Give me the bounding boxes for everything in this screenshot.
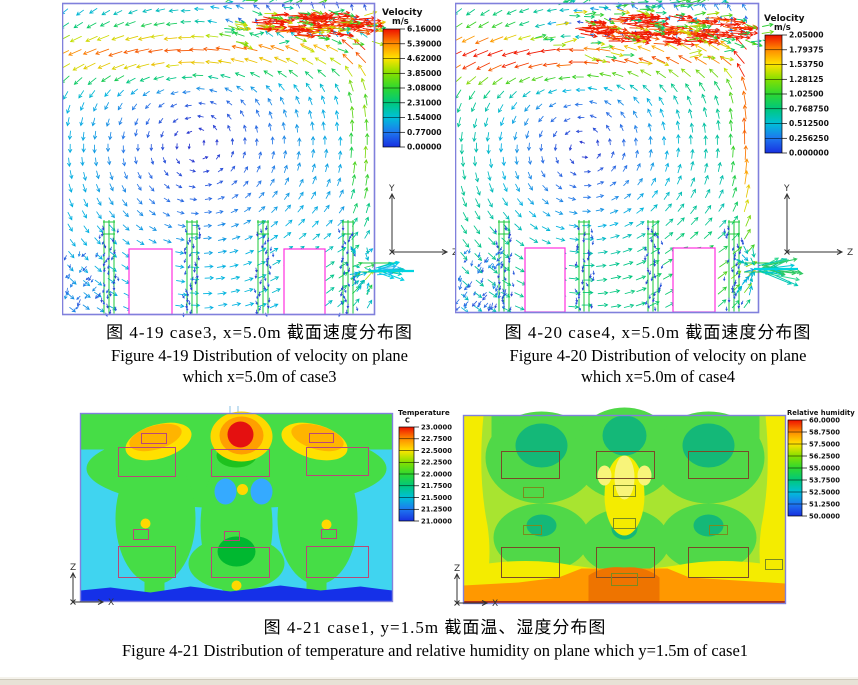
svg-text:22.5000: 22.5000	[421, 447, 452, 455]
svg-text:0.00000: 0.00000	[407, 143, 442, 152]
caption-fig-4-21: 图 4-21 case1, y=1.5m 截面温、湿度分布图 Figure 4-…	[30, 616, 840, 661]
svg-text:22.2500: 22.2500	[421, 459, 452, 467]
svg-text:0.000000: 0.000000	[789, 149, 829, 158]
svg-text:1.53750: 1.53750	[789, 60, 824, 69]
svg-text:Relative humidity: Relative humidity	[787, 409, 855, 417]
svg-text:X: X	[492, 599, 498, 609]
svg-text:22.0000: 22.0000	[421, 470, 452, 478]
caption-fig-4-20: 图 4-20 case4, x=5.0m 截面速度分布图 Figure 4-20…	[460, 321, 856, 387]
window-bottom-strip	[0, 679, 858, 685]
svg-text:Velocity: Velocity	[382, 8, 423, 18]
svg-text:Z: Z	[454, 564, 460, 574]
svg-text:55.0000: 55.0000	[809, 464, 840, 472]
svg-text:Y: Y	[783, 184, 790, 194]
svg-text:m/s: m/s	[774, 22, 791, 32]
caption-fig-4-19-zh: 图 4-19 case3, x=5.0m 截面速度分布图	[106, 323, 413, 342]
svg-text:23.0000: 23.0000	[421, 423, 452, 431]
svg-text:m/s: m/s	[392, 16, 409, 26]
caption-fig-4-19-en1: Figure 4-19 Distribution of velocity on …	[111, 346, 408, 365]
svg-text:2.05000: 2.05000	[789, 31, 824, 40]
svg-text:X: X	[108, 598, 114, 608]
svg-text:50.0000: 50.0000	[809, 512, 840, 520]
svg-text:3.85000: 3.85000	[407, 69, 442, 78]
svg-text:Velocity: Velocity	[764, 14, 805, 24]
svg-text:60.0000: 60.0000	[809, 416, 840, 424]
svg-text:5.39000: 5.39000	[407, 40, 442, 49]
caption-fig-4-19: 图 4-19 case3, x=5.0m 截面速度分布图 Figure 4-19…	[62, 321, 457, 387]
svg-text:21.7500: 21.7500	[421, 482, 452, 490]
svg-text:Y: Y	[388, 184, 395, 194]
svg-text:0.768750: 0.768750	[789, 105, 829, 114]
svg-text:6.16000: 6.16000	[407, 25, 442, 34]
svg-text:22.7500: 22.7500	[421, 435, 452, 443]
temperature-contour-plot: ZX	[70, 406, 394, 608]
svg-text:0.256250: 0.256250	[789, 134, 829, 143]
svg-text:53.7500: 53.7500	[809, 476, 840, 484]
svg-text:21.2500: 21.2500	[421, 506, 452, 514]
svg-text:Z: Z	[847, 248, 853, 258]
caption-fig-4-21-zh: 图 4-21 case1, y=1.5m 截面温、湿度分布图	[263, 618, 607, 637]
caption-fig-4-20-en1: Figure 4-20 Distribution of velocity on …	[509, 346, 807, 365]
svg-text:21.0000: 21.0000	[421, 517, 452, 525]
svg-text:C: C	[405, 417, 410, 425]
svg-text:1.54000: 1.54000	[407, 113, 442, 122]
svg-text:52.5000: 52.5000	[809, 488, 840, 496]
caption-fig-4-20-zh: 图 4-20 case4, x=5.0m 截面速度分布图	[504, 323, 812, 342]
svg-text:Temperature: Temperature	[398, 408, 450, 417]
caption-fig-4-21-en: Figure 4-21 Distribution of temperature …	[121, 641, 749, 660]
svg-text:58.7500: 58.7500	[809, 428, 840, 436]
humidity-contour-plot: ZX	[454, 407, 787, 609]
svg-text:0.77000: 0.77000	[407, 128, 442, 137]
velocity-vector-plot-case3: YZ	[62, 0, 455, 318]
svg-text:3.08000: 3.08000	[407, 84, 442, 93]
svg-text:1.79375: 1.79375	[789, 46, 824, 55]
svg-text:Z: Z	[70, 563, 76, 573]
velocity-vector-plot-case4: YZ	[455, 0, 853, 314]
caption-fig-4-19-en2: which x=5.0m of case3	[182, 367, 337, 386]
svg-text:2.31000: 2.31000	[407, 99, 442, 108]
svg-text:Z: Z	[452, 248, 455, 258]
window-edge-highlight	[0, 677, 858, 679]
svg-text:1.28125: 1.28125	[789, 75, 824, 84]
svg-text:56.2500: 56.2500	[809, 452, 840, 460]
svg-text:57.5000: 57.5000	[809, 440, 840, 448]
svg-text:1.02500: 1.02500	[789, 90, 824, 99]
svg-text:4.62000: 4.62000	[407, 54, 442, 63]
svg-text:51.2500: 51.2500	[809, 500, 840, 508]
svg-text:0.512500: 0.512500	[789, 119, 829, 128]
caption-fig-4-20-en2: which x=5.0m of case4	[580, 367, 736, 386]
svg-text:21.5000: 21.5000	[421, 494, 452, 502]
